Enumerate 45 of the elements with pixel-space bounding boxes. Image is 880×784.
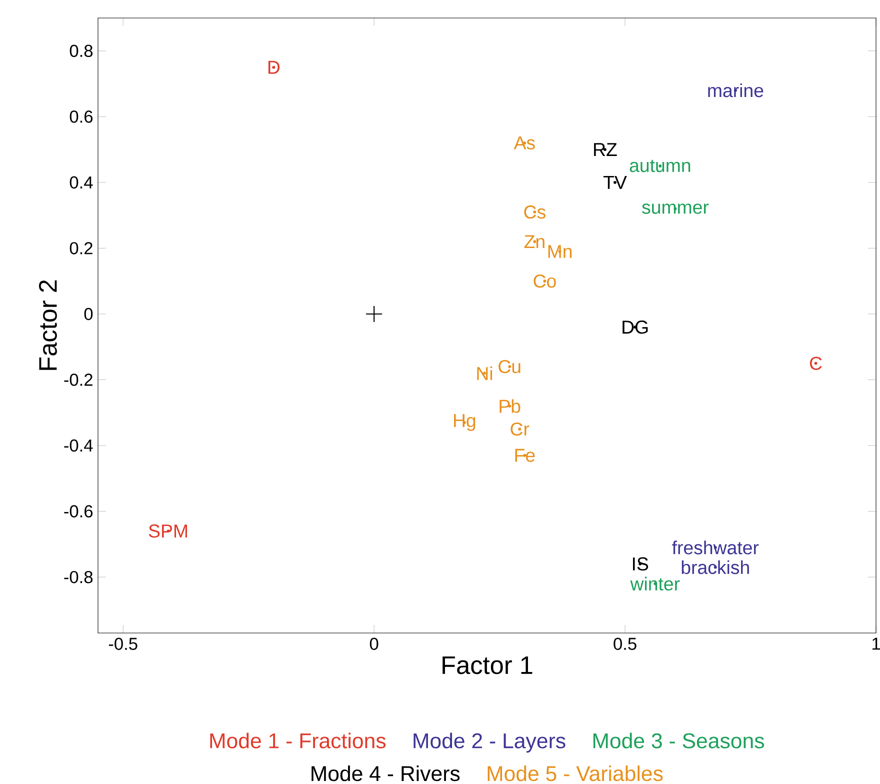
data-label: Cr (510, 422, 530, 436)
data-label: Ni (477, 366, 492, 380)
data-label: summer (642, 204, 709, 214)
y-tick-label: -0.8 (64, 570, 93, 584)
data-label: freshwater (672, 540, 759, 554)
data-label: Cs (524, 205, 546, 219)
y-tick-label: 0.6 (70, 110, 93, 123)
y-tick-label: -0.4 (64, 439, 93, 452)
x-tick-label: 0.5 (614, 638, 636, 650)
data-label: DG (622, 320, 648, 334)
y-tick-label: 0.2 (70, 242, 92, 254)
data-label: Co (534, 274, 556, 288)
x-tick-label: 0 (370, 638, 378, 650)
y-tick-label: -0.2 (64, 374, 92, 386)
y-tick-label: 0 (84, 308, 93, 320)
data-label: winter (630, 576, 680, 591)
data-label: D (268, 60, 280, 74)
text: Mode 3 - Seasons (593, 732, 764, 748)
y-tick-label: 0.8 (70, 44, 93, 58)
data-label: Cu (498, 360, 520, 374)
data-label: IS (632, 557, 648, 571)
data-label: RZ (594, 143, 617, 156)
data-label: marine (708, 83, 764, 98)
x-axis-title: Factor 1 (442, 656, 532, 674)
x-tick-label: -0.5 (108, 638, 138, 650)
point (366, 305, 383, 323)
data-label: As (514, 136, 535, 150)
data-label: Hg (454, 414, 476, 431)
data-label: autumn (630, 160, 690, 172)
text: Mode 1 - Fractions (210, 732, 386, 748)
data-label: Zn (524, 235, 544, 248)
text: Mode 4 - Rivers (312, 766, 460, 782)
data-label: SPM (148, 524, 187, 538)
data-label: Mn (548, 245, 572, 258)
data-label: brackish (682, 560, 749, 574)
data-label: C (810, 356, 822, 370)
y-tick-label: 0.4 (70, 176, 93, 189)
data-label: Fe (515, 448, 535, 462)
data-label: Pb (500, 399, 520, 413)
text: Mode 2 - Layers (414, 732, 566, 753)
text: Mode 5 - Variables (488, 766, 663, 782)
data-label: TV (603, 176, 627, 189)
x-tick-label: 1 (872, 638, 880, 650)
y-tick-label: -0.6 (64, 505, 93, 518)
y-axis-title: Factor 2 (38, 280, 57, 370)
